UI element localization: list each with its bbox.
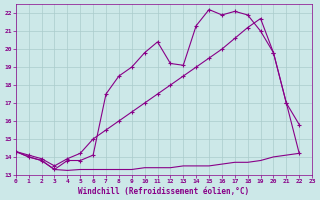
X-axis label: Windchill (Refroidissement éolien,°C): Windchill (Refroidissement éolien,°C) <box>78 187 250 196</box>
